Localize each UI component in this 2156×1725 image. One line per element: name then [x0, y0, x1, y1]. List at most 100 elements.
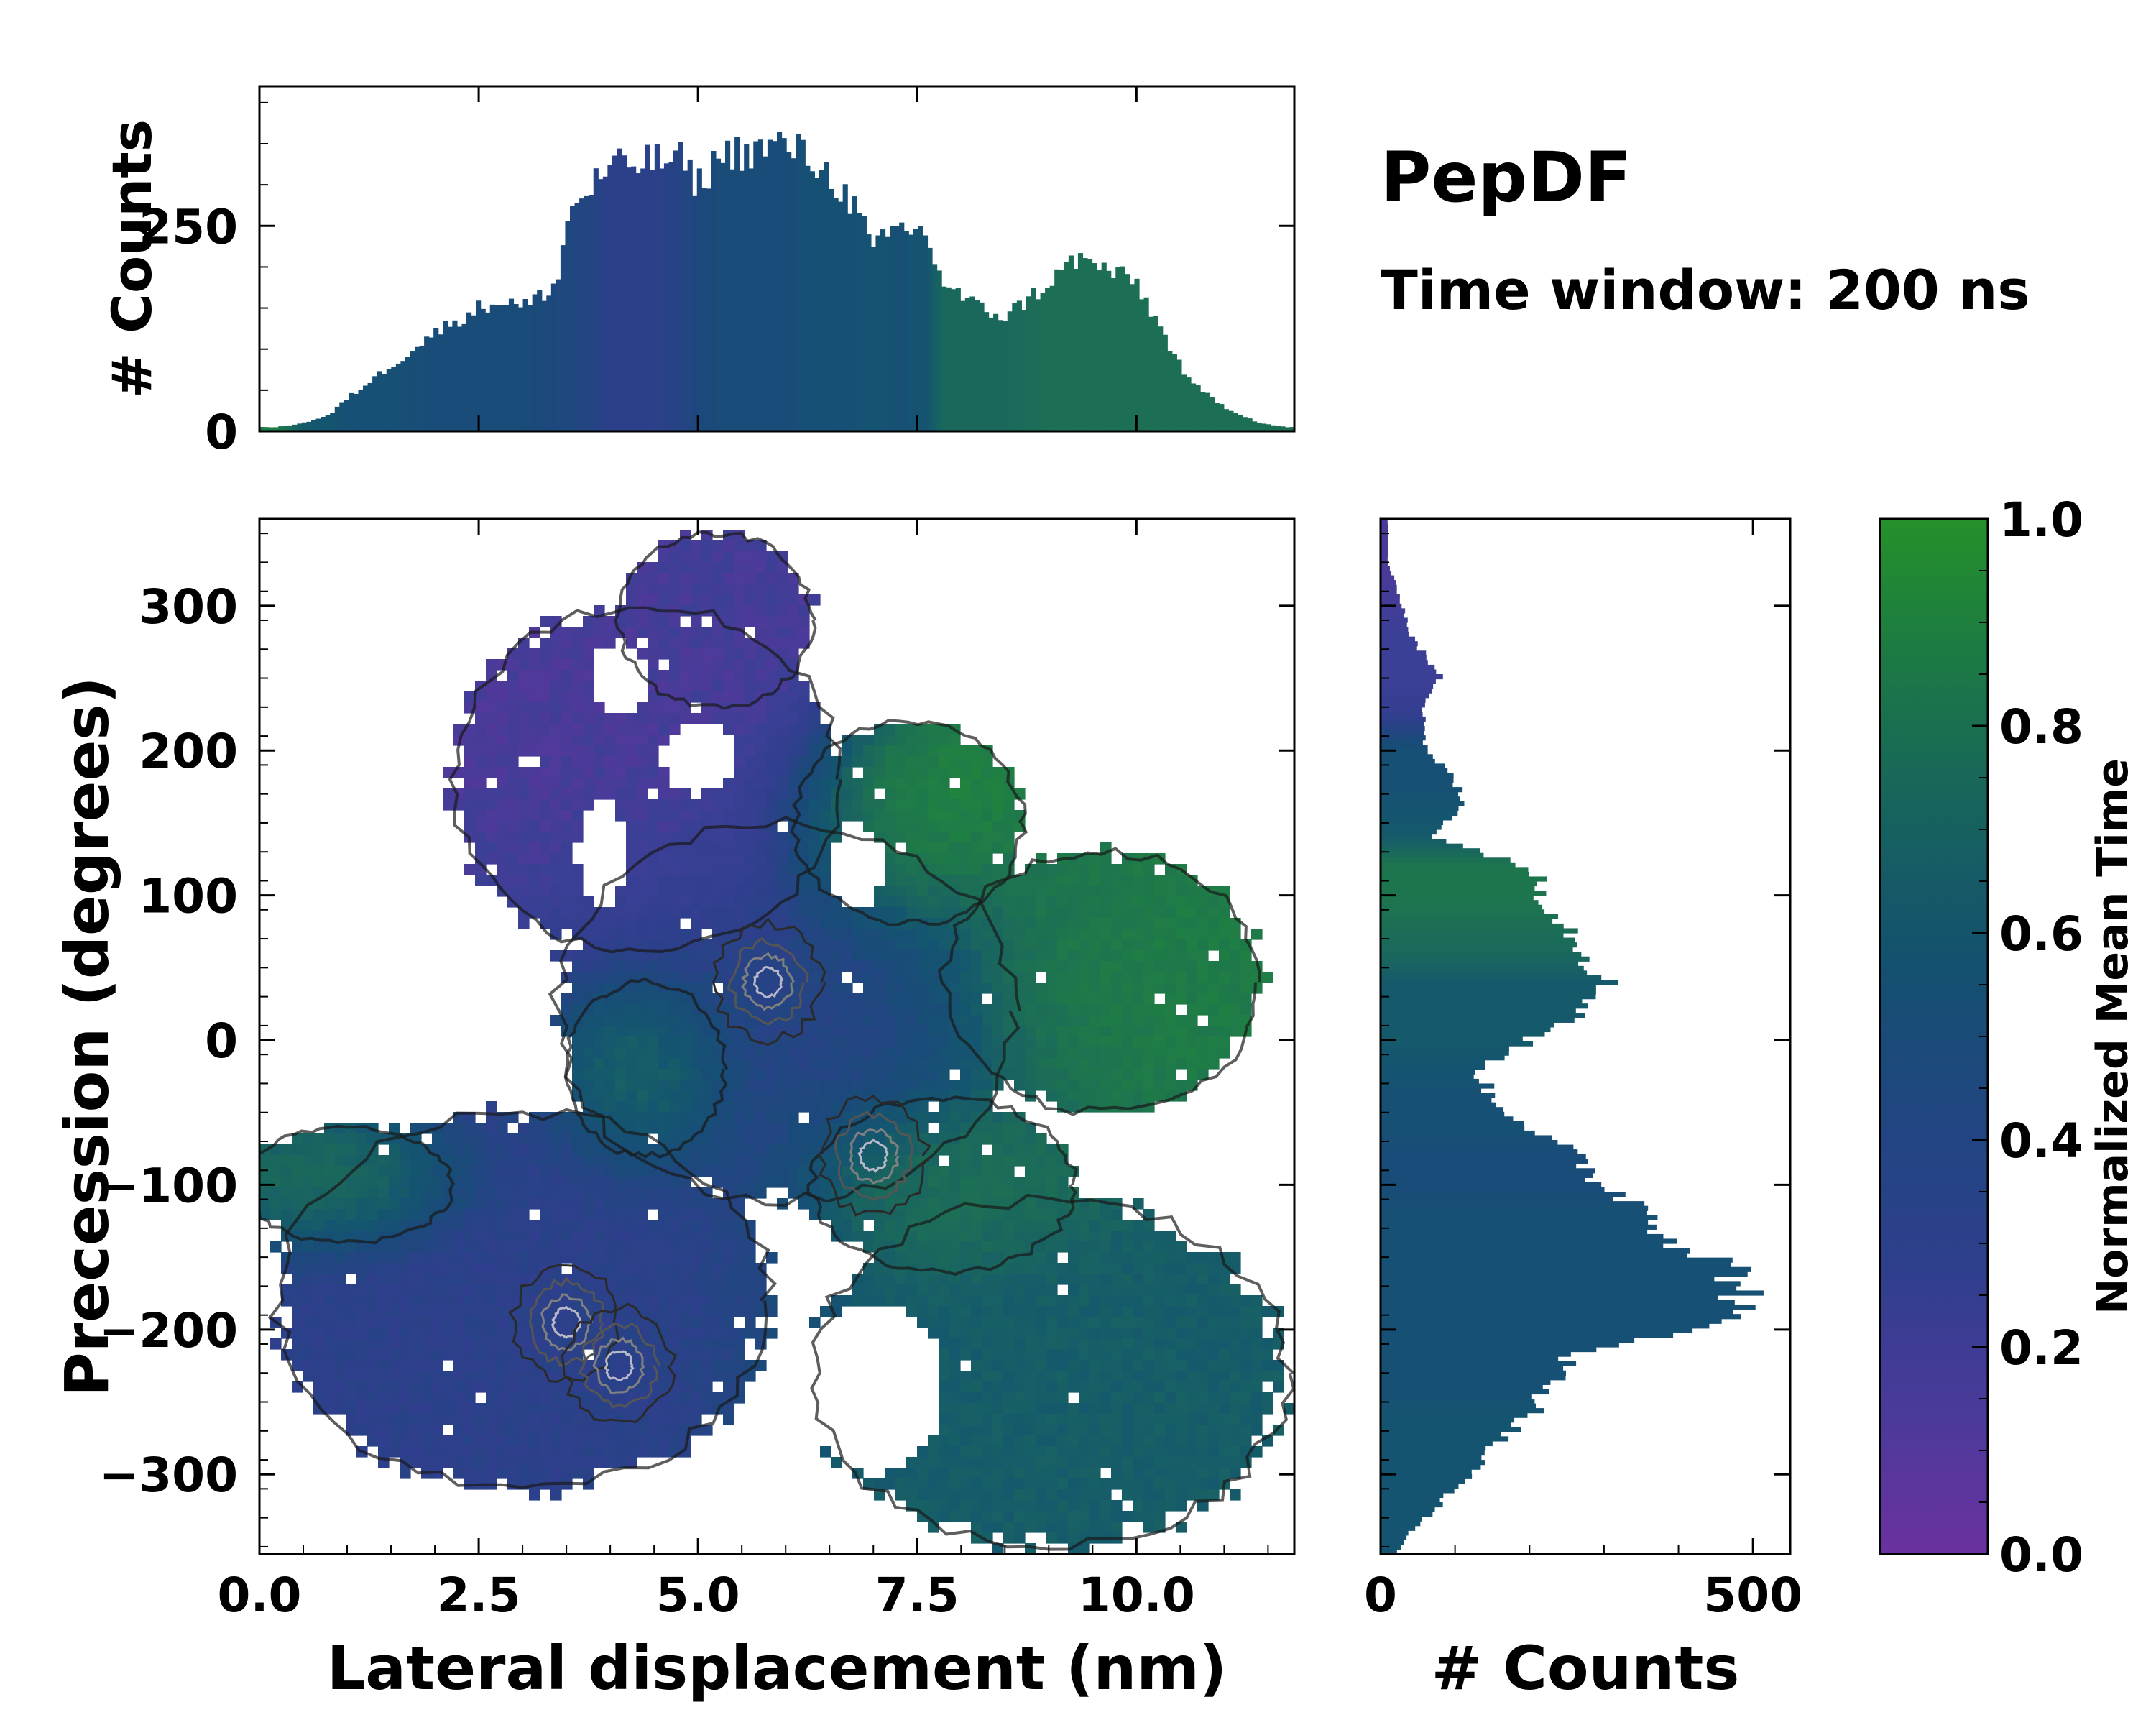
heatmap-cell	[1036, 950, 1047, 962]
heatmap-cell	[1154, 1252, 1166, 1264]
heatmap-cell	[378, 1220, 390, 1231]
heatmap-cell	[540, 1209, 551, 1220]
heatmap-cell	[313, 1133, 325, 1145]
heatmap-cell	[1089, 1047, 1101, 1059]
top-histogram-bar	[1143, 297, 1149, 431]
heatmap-cell	[658, 627, 670, 638]
heatmap-cell	[540, 1435, 551, 1447]
heatmap-cell	[529, 1252, 540, 1264]
heatmap-cell	[356, 1166, 368, 1177]
heatmap-cell	[982, 1295, 993, 1307]
heatmap-cell	[518, 1457, 530, 1468]
heatmap-cell	[637, 1187, 648, 1199]
heatmap-cell	[680, 1274, 691, 1285]
heatmap-cell	[615, 1230, 627, 1242]
heatmap-cell	[1230, 1317, 1241, 1328]
heatmap-cell	[669, 1220, 681, 1231]
heatmap-cell	[928, 745, 939, 757]
heatmap-cell	[906, 864, 918, 875]
heatmap-cell	[658, 810, 670, 822]
heatmap-cell	[1187, 1069, 1198, 1080]
heatmap-cell	[313, 1144, 325, 1156]
heatmap-cell	[475, 1317, 487, 1328]
heatmap-cell	[766, 832, 778, 843]
heatmap-cell	[518, 1198, 530, 1210]
heatmap-cell	[540, 702, 551, 714]
heatmap-cell	[1100, 939, 1112, 951]
heatmap-cell	[1240, 983, 1252, 994]
heatmap-cell	[745, 1252, 756, 1264]
heatmap-cell	[572, 1144, 584, 1156]
top-histogram-bar	[1171, 354, 1177, 431]
heatmap-cell	[1100, 1371, 1112, 1382]
heatmap-cell	[691, 1284, 702, 1296]
heatmap-cell	[583, 1468, 594, 1479]
heatmap-cell	[270, 1209, 282, 1220]
heatmap-cell	[572, 1069, 584, 1080]
heatmap-cell	[1176, 896, 1187, 908]
top-histogram-bar	[589, 195, 594, 431]
heatmap-cell	[788, 702, 799, 714]
heatmap-cell	[324, 1306, 336, 1317]
top-histogram-bar	[405, 357, 411, 431]
heatmap-cell	[982, 799, 993, 811]
heatmap-cell	[1251, 929, 1263, 940]
heatmap-cell	[1057, 1360, 1069, 1371]
heatmap-cell	[691, 1080, 702, 1091]
heatmap-cell	[852, 993, 864, 1005]
heatmap-cell	[507, 1187, 519, 1199]
top-histogram-bar	[1092, 263, 1097, 431]
heatmap-cell	[604, 1080, 616, 1091]
heatmap-cell	[788, 713, 799, 724]
heatmap-cell	[583, 702, 594, 714]
top-histogram-bar	[941, 286, 947, 431]
heatmap-cell	[971, 1435, 982, 1447]
heatmap-cell	[637, 1080, 648, 1091]
heatmap-cell	[518, 1360, 530, 1371]
heatmap-cell	[906, 1177, 918, 1188]
heatmap-cell	[1014, 918, 1026, 929]
heatmap-cell	[1089, 864, 1101, 875]
heatmap-cell	[400, 1317, 411, 1328]
heatmap-cell	[1057, 1263, 1069, 1274]
heatmap-cell	[604, 616, 616, 627]
heatmap-cell	[1100, 1230, 1112, 1242]
heatmap-cell	[464, 1371, 476, 1382]
heatmap-cell	[1089, 896, 1101, 908]
heatmap-cell	[497, 691, 508, 703]
heatmap-cell	[497, 1338, 508, 1350]
heatmap-cell	[550, 1133, 562, 1145]
heatmap-cell	[1154, 1004, 1166, 1016]
heatmap-cell	[1046, 1295, 1058, 1307]
heatmap-cell	[885, 767, 896, 778]
heatmap-cell	[432, 1317, 443, 1328]
heatmap-cell	[507, 1155, 519, 1167]
heatmap-cell	[798, 1090, 810, 1102]
heatmap-cell	[658, 1198, 670, 1210]
heatmap-cell	[389, 1123, 400, 1134]
heatmap-cell	[809, 713, 821, 724]
top-histogram-bar	[264, 427, 270, 431]
heatmap-cell	[626, 1004, 637, 1016]
heatmap-cell	[550, 1155, 562, 1167]
heatmap-cell	[637, 1274, 648, 1285]
heatmap-cell	[324, 1166, 336, 1177]
heatmap-cell	[1251, 1446, 1263, 1458]
heatmap-cell	[626, 584, 637, 595]
heatmap-cell	[475, 875, 487, 886]
heatmap-cell	[346, 1381, 357, 1393]
heatmap-cell	[486, 1392, 497, 1404]
heatmap-cell	[572, 1241, 584, 1253]
heatmap-cell	[949, 1274, 961, 1285]
heatmap-cell	[734, 1220, 745, 1231]
heatmap-cell	[701, 1230, 713, 1242]
heatmap-cell	[992, 896, 1004, 908]
heatmap-cell	[885, 993, 896, 1005]
heatmap-cell	[594, 1090, 605, 1102]
top-histogram-bar	[903, 231, 909, 431]
heatmap-cell	[1176, 1036, 1187, 1048]
heatmap-cell	[550, 788, 562, 800]
heatmap-cell	[971, 1403, 982, 1414]
heatmap-cell	[820, 1058, 831, 1070]
heatmap-cell	[906, 896, 918, 908]
